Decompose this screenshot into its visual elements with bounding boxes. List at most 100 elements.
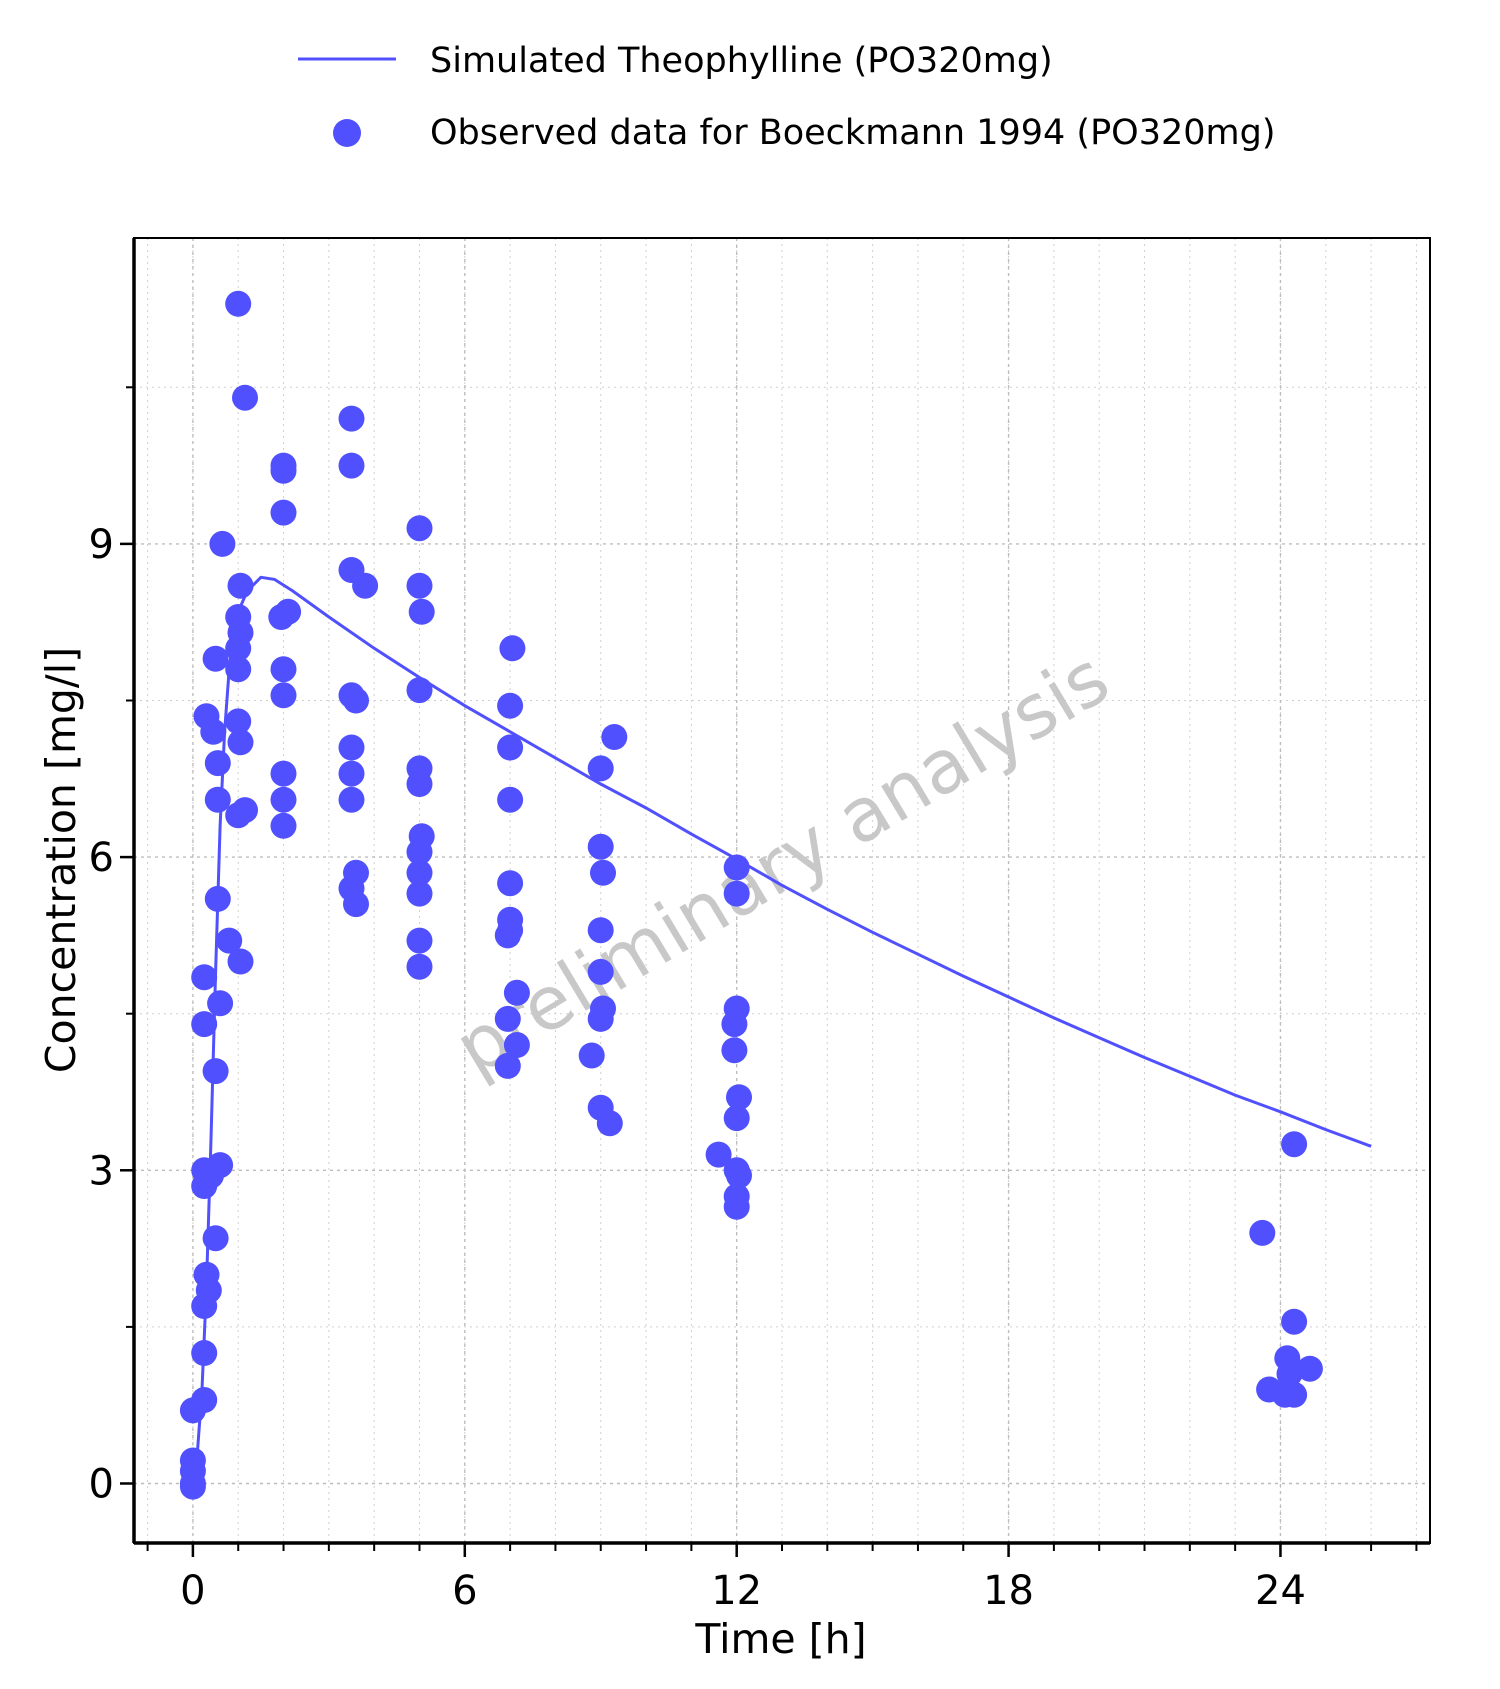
observed-point (726, 1084, 752, 1111)
observed-point (232, 384, 258, 411)
observed-point (406, 771, 433, 797)
x-tick-label: 12 (711, 1568, 762, 1614)
observed-point (587, 755, 614, 782)
observed-point (227, 729, 254, 756)
observed-point (726, 1162, 752, 1189)
observed-point (587, 1005, 614, 1032)
observed-point (270, 457, 297, 484)
observed-point (191, 964, 218, 991)
observed-point (1281, 1131, 1308, 1158)
observed-point (723, 1105, 750, 1132)
observed-point (227, 948, 254, 975)
axes (120, 237, 1431, 1557)
watermark-text: preliminary analysis (441, 635, 1124, 1092)
legend-dot-marker (333, 119, 361, 147)
legend: Simulated Theophylline (PO320mg) Observe… (298, 41, 1276, 153)
observed-point (270, 656, 297, 683)
observed-point (406, 515, 433, 542)
observed-point (721, 1037, 748, 1064)
observed-point (705, 1141, 732, 1168)
observed-point (587, 917, 614, 944)
observed-point (202, 645, 229, 672)
observed-point (338, 734, 365, 761)
observed-point (1281, 1381, 1308, 1408)
observed-point (601, 724, 628, 750)
x-tick-label: 6 (452, 1568, 477, 1614)
observed-point (499, 635, 526, 662)
observed-point (494, 1052, 521, 1079)
observed-point (204, 885, 231, 912)
observed-point (191, 1340, 218, 1366)
observed-point (270, 812, 297, 839)
observed-point (209, 530, 236, 557)
observed-point (270, 760, 297, 787)
observed-point (406, 880, 433, 907)
observed-point (578, 1042, 605, 1069)
observed-point (406, 677, 433, 704)
y-axis-label: Concentration [mg/l] (37, 647, 85, 1073)
observed-point (338, 760, 365, 787)
observed-point (227, 619, 254, 646)
observed-point (225, 290, 252, 317)
observed-point (596, 1110, 623, 1137)
observed-point (216, 927, 243, 954)
observed-point (497, 917, 524, 944)
tick-labels: 0 6 12 18 24 0 3 6 9 (89, 522, 1306, 1614)
watermark-layer: preliminary analysis (441, 635, 1124, 1092)
observed-point (408, 598, 435, 625)
observed-point (723, 880, 750, 907)
observed-point (338, 405, 365, 432)
observed-point (406, 953, 433, 980)
observed-point (497, 734, 524, 761)
observed-point (497, 870, 524, 897)
observed-point (202, 1225, 229, 1252)
observed-point (207, 990, 234, 1017)
observed-point (497, 786, 524, 813)
observed-point (225, 708, 252, 735)
observed-point (338, 452, 365, 479)
observed-point (270, 682, 297, 709)
y-tick-label: 0 (89, 1461, 114, 1507)
observed-point (1249, 1219, 1276, 1246)
y-tick-label: 3 (89, 1148, 114, 1194)
y-tick-label: 6 (89, 835, 114, 881)
observed-point (275, 598, 302, 625)
observed-point (343, 891, 369, 918)
observed-point (1281, 1308, 1308, 1335)
observed-point (202, 1058, 229, 1085)
legend-label-observed: Observed data for Boeckmann 1994 (PO320m… (430, 113, 1276, 153)
observed-series (179, 290, 1323, 1500)
observed-point (590, 859, 616, 886)
observed-point (406, 572, 433, 599)
observed-point (204, 786, 231, 813)
observed-point (227, 572, 254, 599)
x-tick-label: 0 (180, 1568, 205, 1614)
legend-label-simulated: Simulated Theophylline (PO320mg) (430, 41, 1053, 81)
observed-point (191, 1011, 218, 1038)
observed-point (338, 786, 365, 813)
observed-point (270, 499, 297, 526)
observed-point (497, 692, 524, 719)
observed-point (723, 854, 750, 881)
observed-point (1296, 1355, 1323, 1382)
observed-point (232, 797, 258, 824)
observed-point (204, 750, 231, 777)
observed-point (179, 1473, 206, 1500)
observed-point (406, 838, 433, 865)
observed-point (200, 718, 227, 745)
observed-point (494, 1005, 521, 1032)
observed-point (406, 859, 433, 886)
x-tick-label: 18 (983, 1568, 1034, 1614)
x-tick-label: 24 (1255, 1568, 1306, 1614)
y-tick-label: 9 (89, 522, 114, 568)
observed-point (723, 1193, 750, 1220)
observed-point (587, 833, 614, 860)
observed-point (191, 1387, 218, 1413)
observed-point (503, 1032, 530, 1058)
observed-point (406, 927, 433, 954)
observed-point (503, 979, 530, 1006)
observed-point (1276, 1360, 1303, 1387)
observed-point (587, 958, 614, 985)
observed-point (207, 1152, 234, 1179)
